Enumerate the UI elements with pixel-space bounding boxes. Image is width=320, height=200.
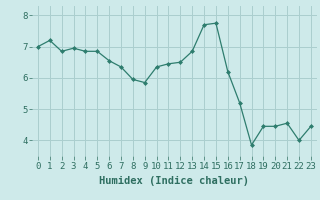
X-axis label: Humidex (Indice chaleur): Humidex (Indice chaleur) (100, 176, 249, 186)
